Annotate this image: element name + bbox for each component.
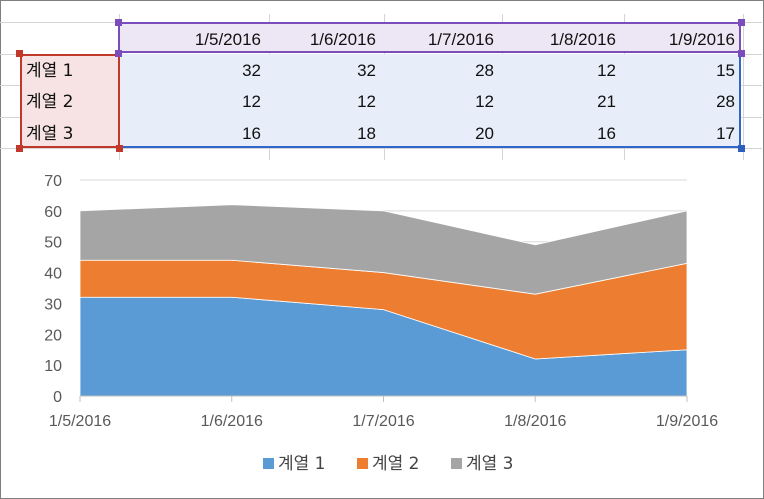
value-cell[interactable]: 18	[357, 124, 376, 143]
header-range-selection[interactable]	[118, 22, 741, 53]
resize-handle[interactable]	[738, 19, 745, 26]
chart-axis	[79, 395, 688, 402]
row-label-cell[interactable]: 계열 1	[26, 61, 74, 81]
y-tick-label: 40	[44, 266, 62, 283]
resize-handle[interactable]	[115, 50, 122, 57]
value-range-selection[interactable]	[119, 54, 741, 148]
x-tick-label: 1/8/2016	[504, 413, 566, 430]
grid-line	[0, 148, 762, 149]
legend-swatch-series-3	[451, 458, 462, 469]
header-cell-date[interactable]: 1/8/2016	[549, 30, 616, 49]
x-tick-label: 1/9/2016	[656, 413, 718, 430]
y-tick-label: 70	[44, 173, 62, 190]
value-cell[interactable]: 28	[716, 92, 735, 111]
stacked-area-chart[interactable]: 0 10 20 30 40 50 60 70 1/5/2016 1/6/2016 1/7/2016…	[0, 162, 762, 452]
legend-swatch-series-1	[263, 458, 274, 469]
y-tick-label: 0	[53, 389, 62, 406]
header-cell-date[interactable]: 1/7/2016	[427, 30, 494, 49]
header-cell-date[interactable]: 1/6/2016	[309, 30, 376, 49]
y-tick-label: 60	[44, 204, 62, 221]
value-cell[interactable]: 12	[242, 92, 261, 111]
y-axis-tick-labels: 0 10 20 30 40 50 60 70	[44, 173, 62, 406]
value-cell[interactable]: 16	[597, 124, 616, 143]
row-label-cell[interactable]: 계열 2	[26, 92, 74, 112]
value-cell[interactable]: 15	[716, 61, 735, 80]
value-cell[interactable]: 16	[242, 124, 261, 143]
resize-handle[interactable]	[738, 50, 745, 57]
x-tick-label: 1/5/2016	[49, 413, 111, 430]
chart-legend: 계열 1 계열 2 계열 3	[0, 452, 762, 476]
value-cell[interactable]: 21	[597, 92, 616, 111]
spreadsheet-grid: 1/5/2016 1/6/2016 1/7/2016 1/8/2016 1/9/…	[0, 0, 762, 160]
resize-handle[interactable]	[115, 19, 122, 26]
value-cell[interactable]: 32	[357, 61, 376, 80]
resize-handle[interactable]	[738, 145, 745, 152]
value-cell[interactable]: 12	[357, 92, 376, 111]
legend-label-series-1: 계열 1	[278, 454, 326, 474]
y-tick-label: 20	[44, 327, 62, 344]
x-tick-label: 1/6/2016	[201, 413, 263, 430]
resize-handle[interactable]	[16, 50, 23, 57]
grid-line	[743, 14, 744, 160]
chart-areas	[79, 204, 688, 397]
value-cell[interactable]: 17	[716, 124, 735, 143]
value-cell[interactable]: 32	[242, 61, 261, 80]
y-tick-label: 10	[44, 358, 62, 375]
x-axis-tick-labels: 1/5/2016 1/6/2016 1/7/2016 1/8/2016 1/9/2016	[49, 413, 718, 430]
value-cell[interactable]: 12	[475, 92, 494, 111]
resize-handle[interactable]	[16, 145, 23, 152]
label-range-selection[interactable]	[20, 54, 120, 148]
y-tick-label: 50	[44, 235, 62, 252]
value-cell[interactable]: 28	[475, 61, 494, 80]
row-label-cell[interactable]: 계열 3	[26, 124, 74, 144]
value-cell[interactable]: 12	[597, 61, 616, 80]
x-tick-label: 1/7/2016	[352, 413, 414, 430]
value-cell[interactable]: 20	[475, 124, 494, 143]
resize-handle[interactable]	[116, 145, 123, 152]
y-tick-label: 30	[44, 296, 62, 313]
area-series-3	[79, 204, 688, 295]
legend-swatch-series-2	[357, 458, 368, 469]
header-cell-date[interactable]: 1/5/2016	[194, 30, 261, 49]
header-cell-date[interactable]: 1/9/2016	[668, 30, 735, 49]
legend-label-series-3: 계열 3	[466, 454, 514, 474]
legend-label-series-2: 계열 2	[372, 454, 420, 474]
